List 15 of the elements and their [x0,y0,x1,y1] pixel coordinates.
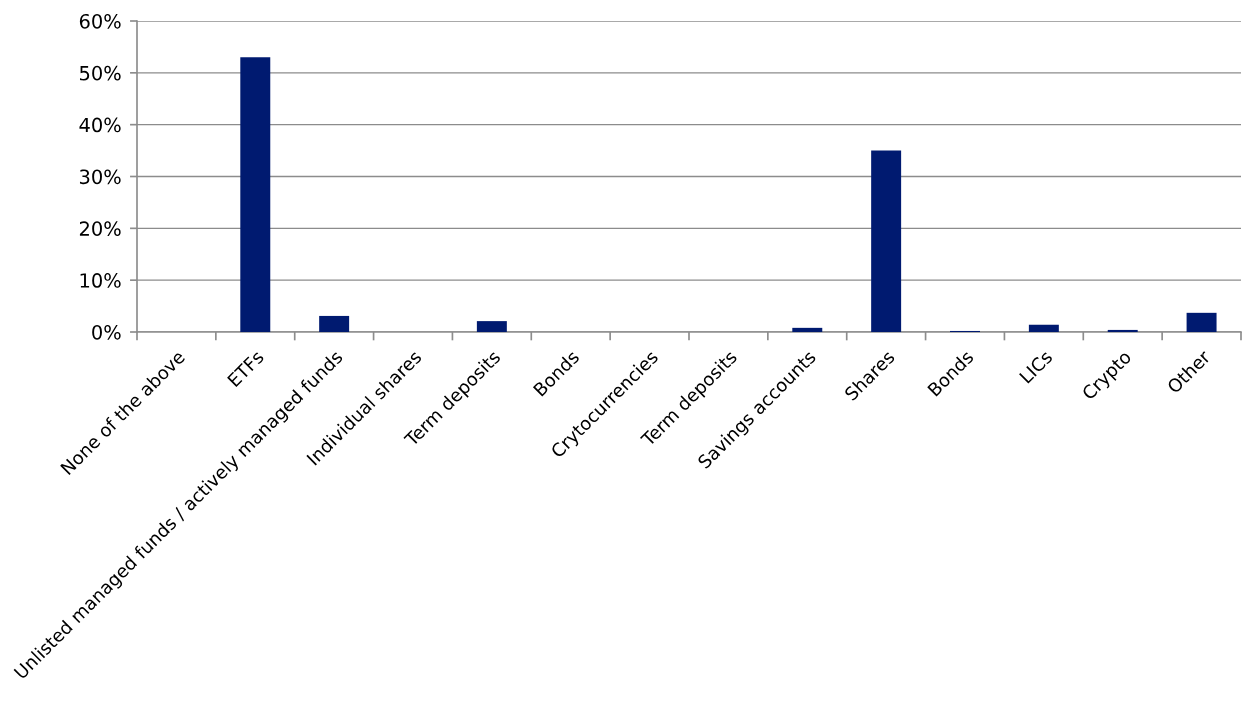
y-tick-label: 60% [79,13,121,29]
y-tick-label: 0% [92,324,121,340]
y-tick-label: 40% [79,117,121,133]
bar [871,150,902,332]
y-tick-label: 50% [80,65,121,81]
bar [1186,312,1217,332]
y-tick-label: 20% [79,221,121,236]
bar [476,321,507,332]
bar [1107,329,1138,332]
bar [1028,324,1059,332]
bar [240,57,271,332]
bar [792,327,823,332]
y-tick-label: 30% [79,169,121,185]
y-tick-label: 10% [80,273,121,288]
bar [319,315,350,332]
